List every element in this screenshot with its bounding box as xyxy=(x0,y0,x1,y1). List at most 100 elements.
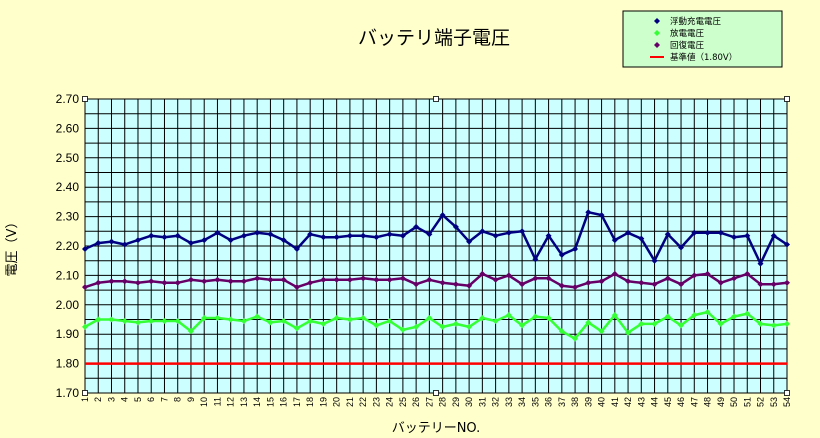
x-tick-label: 40 xyxy=(597,397,607,407)
data-point xyxy=(572,284,579,291)
data-point xyxy=(691,229,698,236)
data-point xyxy=(360,315,367,322)
data-point xyxy=(572,245,579,252)
data-point xyxy=(625,229,632,236)
data-point xyxy=(638,279,645,286)
data-point xyxy=(598,212,605,219)
data-point xyxy=(227,278,234,285)
x-tick-label: 27 xyxy=(424,397,434,407)
data-point xyxy=(452,320,459,327)
data-point xyxy=(267,319,274,326)
x-tick-label: 14 xyxy=(252,397,262,407)
data-point xyxy=(532,275,539,282)
data-point xyxy=(532,256,539,263)
data-point xyxy=(214,276,221,283)
data-point xyxy=(505,312,512,319)
data-point xyxy=(161,234,168,241)
data-point xyxy=(585,279,592,286)
selection-handles xyxy=(82,96,790,396)
y-tick-label: 2.00 xyxy=(56,298,80,312)
x-tick-label: 26 xyxy=(411,397,421,407)
data-point xyxy=(333,234,340,241)
data-point xyxy=(280,317,287,324)
data-point xyxy=(82,284,88,291)
x-tick-label: 45 xyxy=(663,397,673,407)
x-tick-label: 54 xyxy=(782,397,792,407)
x-tick-label: 23 xyxy=(371,397,381,407)
data-point xyxy=(254,313,261,320)
data-point xyxy=(611,270,618,277)
x-tick-label: 9 xyxy=(186,397,196,402)
data-point xyxy=(505,229,512,236)
data-point xyxy=(638,320,645,327)
x-tick-label: 46 xyxy=(676,397,686,407)
x-tick-label: 15 xyxy=(265,397,275,407)
data-point xyxy=(413,323,420,330)
data-point xyxy=(678,244,685,251)
data-point xyxy=(399,326,406,333)
y-tick-label: 2.60 xyxy=(56,121,80,135)
data-point xyxy=(413,223,420,230)
x-tick-label: 33 xyxy=(504,397,514,407)
data-point xyxy=(426,231,433,238)
resize-handle xyxy=(82,96,88,102)
data-point xyxy=(651,257,658,264)
data-point xyxy=(704,270,711,277)
data-point xyxy=(545,275,552,282)
y-tick-label: 2.50 xyxy=(56,151,80,165)
x-tick-label: 34 xyxy=(517,397,527,407)
data-point xyxy=(492,232,499,239)
data-point xyxy=(227,237,234,244)
data-point xyxy=(346,276,353,283)
x-tick-label: 19 xyxy=(318,397,328,407)
data-point xyxy=(108,238,115,245)
data-point xyxy=(267,276,274,283)
data-point xyxy=(227,316,234,323)
x-tick-label: 17 xyxy=(292,397,302,407)
data-point xyxy=(492,317,499,324)
data-point xyxy=(280,237,287,244)
x-tick-label: 3 xyxy=(106,397,116,402)
data-point xyxy=(373,276,380,283)
data-point xyxy=(360,275,367,282)
x-tick-label: 39 xyxy=(583,397,593,407)
data-point xyxy=(148,232,155,239)
data-point xyxy=(240,232,247,239)
data-point xyxy=(95,316,102,323)
data-point xyxy=(585,209,592,216)
series-line xyxy=(84,310,788,340)
data-point xyxy=(492,276,499,283)
data-point xyxy=(664,231,671,238)
data-point xyxy=(757,281,764,288)
data-point xyxy=(320,320,327,327)
legend-box xyxy=(622,10,783,68)
x-tick-label: 22 xyxy=(358,397,368,407)
x-tick-label: 35 xyxy=(530,397,540,407)
data-point xyxy=(717,279,724,286)
data-point xyxy=(505,272,512,279)
data-point xyxy=(187,240,194,247)
x-tick-label: 28 xyxy=(438,397,448,407)
data-point xyxy=(293,325,300,332)
x-tick-label: 5 xyxy=(133,397,143,402)
data-point xyxy=(625,278,632,285)
resize-handle xyxy=(433,390,439,396)
x-tick-label: 4 xyxy=(120,397,130,402)
data-point xyxy=(254,229,261,236)
x-tick-label: 7 xyxy=(159,397,169,402)
legend-swatch xyxy=(654,30,660,36)
data-point xyxy=(651,320,658,327)
x-tick-label: 36 xyxy=(544,397,554,407)
data-point xyxy=(426,315,433,322)
data-point xyxy=(174,279,181,286)
data-point xyxy=(558,282,565,289)
data-point xyxy=(558,328,565,335)
data-point xyxy=(625,329,632,336)
data-point xyxy=(532,313,539,320)
data-point xyxy=(638,235,645,242)
data-point xyxy=(346,316,353,323)
resize-handle xyxy=(784,390,790,396)
data-point xyxy=(307,231,314,238)
data-point xyxy=(691,312,698,319)
